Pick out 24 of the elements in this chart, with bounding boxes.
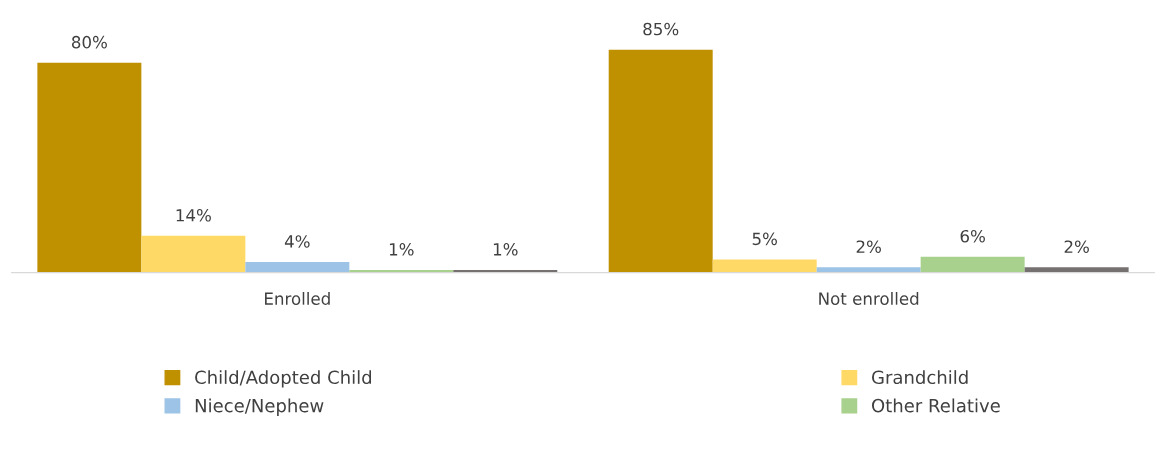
bar (141, 235, 246, 273)
x-tick-label: Enrolled (265, 292, 330, 305)
data-label: 80% (71, 35, 107, 49)
data-label: 5% (752, 232, 777, 246)
legend-label: Other Relative (872, 398, 1000, 413)
bar (608, 49, 713, 273)
data-label: 4% (284, 235, 310, 248)
legend-label: Niece/Nephew (195, 398, 324, 416)
x-tick-label: Not enrolled (819, 292, 919, 305)
legend-label: Child/Adopted Child (195, 370, 372, 388)
bar (245, 262, 350, 273)
data-label: 1% (493, 243, 518, 256)
data-label: 14% (176, 208, 211, 222)
data-label: 1% (389, 243, 414, 256)
bar (37, 62, 142, 273)
bar (712, 259, 817, 273)
data-label: 2% (1064, 240, 1089, 253)
data-label: 85% (643, 22, 679, 36)
bar (920, 256, 1025, 273)
data-label: 6% (960, 229, 985, 243)
bar (1024, 267, 1129, 273)
data-label: 2% (856, 240, 881, 253)
legend-label: Grandchild (872, 370, 968, 385)
bar (816, 267, 921, 273)
